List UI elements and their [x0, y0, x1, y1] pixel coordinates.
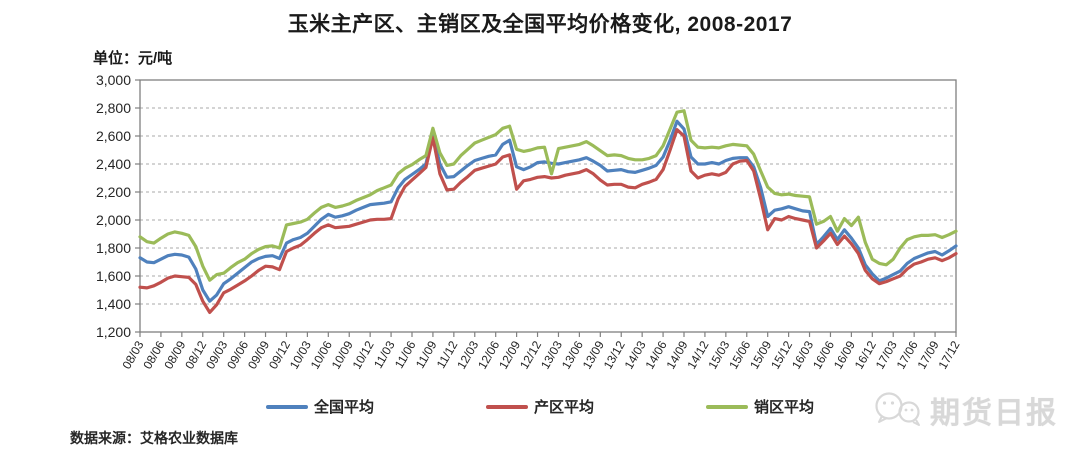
data-source-caption: 数据来源：艾格农业数据库: [70, 430, 238, 446]
legend-label-sales-area-average: 销区平均: [754, 399, 815, 416]
legend-item-production-area-average: 产区平均: [485, 396, 594, 417]
series-line-全国平均: [138, 119, 958, 303]
legend-item-sales-area-average: 销区平均: [706, 396, 814, 417]
watermark-text: 期货日报: [930, 397, 1058, 430]
legend-label-production-area-average: 产区平均: [533, 399, 594, 416]
legend-line-production-area-average: [485, 404, 528, 409]
y-axis-tick-label: 2,600: [96, 128, 131, 144]
series-line-销区平均: [138, 109, 958, 282]
y-axis-tick-label: 1,600: [96, 268, 131, 284]
legend-line-sales-area-average: [706, 404, 748, 409]
series-line-产区平均: [138, 128, 958, 314]
legend-line-national-average: [265, 404, 308, 409]
page-title: 玉米主产区、主销区及全国平均价格变化, 2008-2017: [287, 13, 793, 36]
y-axis-tick-label: 1,800: [96, 240, 131, 256]
y-axis-tick-label: 2,000: [96, 212, 131, 228]
plot-border: [139, 79, 957, 333]
watermark: 期货日报: [872, 388, 1058, 432]
legend-item-national-average: 全国平均: [265, 396, 374, 417]
y-axis-tick-label: 2,400: [96, 156, 131, 172]
x-axis-tick-label: 17/12: [935, 338, 962, 371]
y-axis-tick-label: 2,200: [96, 184, 131, 200]
legend-label-national-average: 全国平均: [313, 399, 374, 416]
y-axis-tick-label: 2,800: [96, 100, 131, 116]
y-axis-tick-label: 1,200: [96, 324, 131, 340]
x-axis-tick-label: 10/12: [350, 338, 377, 371]
y-axis-tick-label: 1,400: [96, 296, 131, 312]
y-axis-unit-label: 单位：元/吨: [93, 50, 173, 67]
chart-legend: 全国平均 产区平均 销区平均: [0, 396, 1080, 417]
y-axis-tick-label: 3,000: [96, 72, 131, 88]
wechat-icon: [875, 392, 920, 426]
price-line-chart: 1,200 1,400 1,600 1,800 2,000 2,200 2,400 2,600…: [96, 72, 963, 372]
